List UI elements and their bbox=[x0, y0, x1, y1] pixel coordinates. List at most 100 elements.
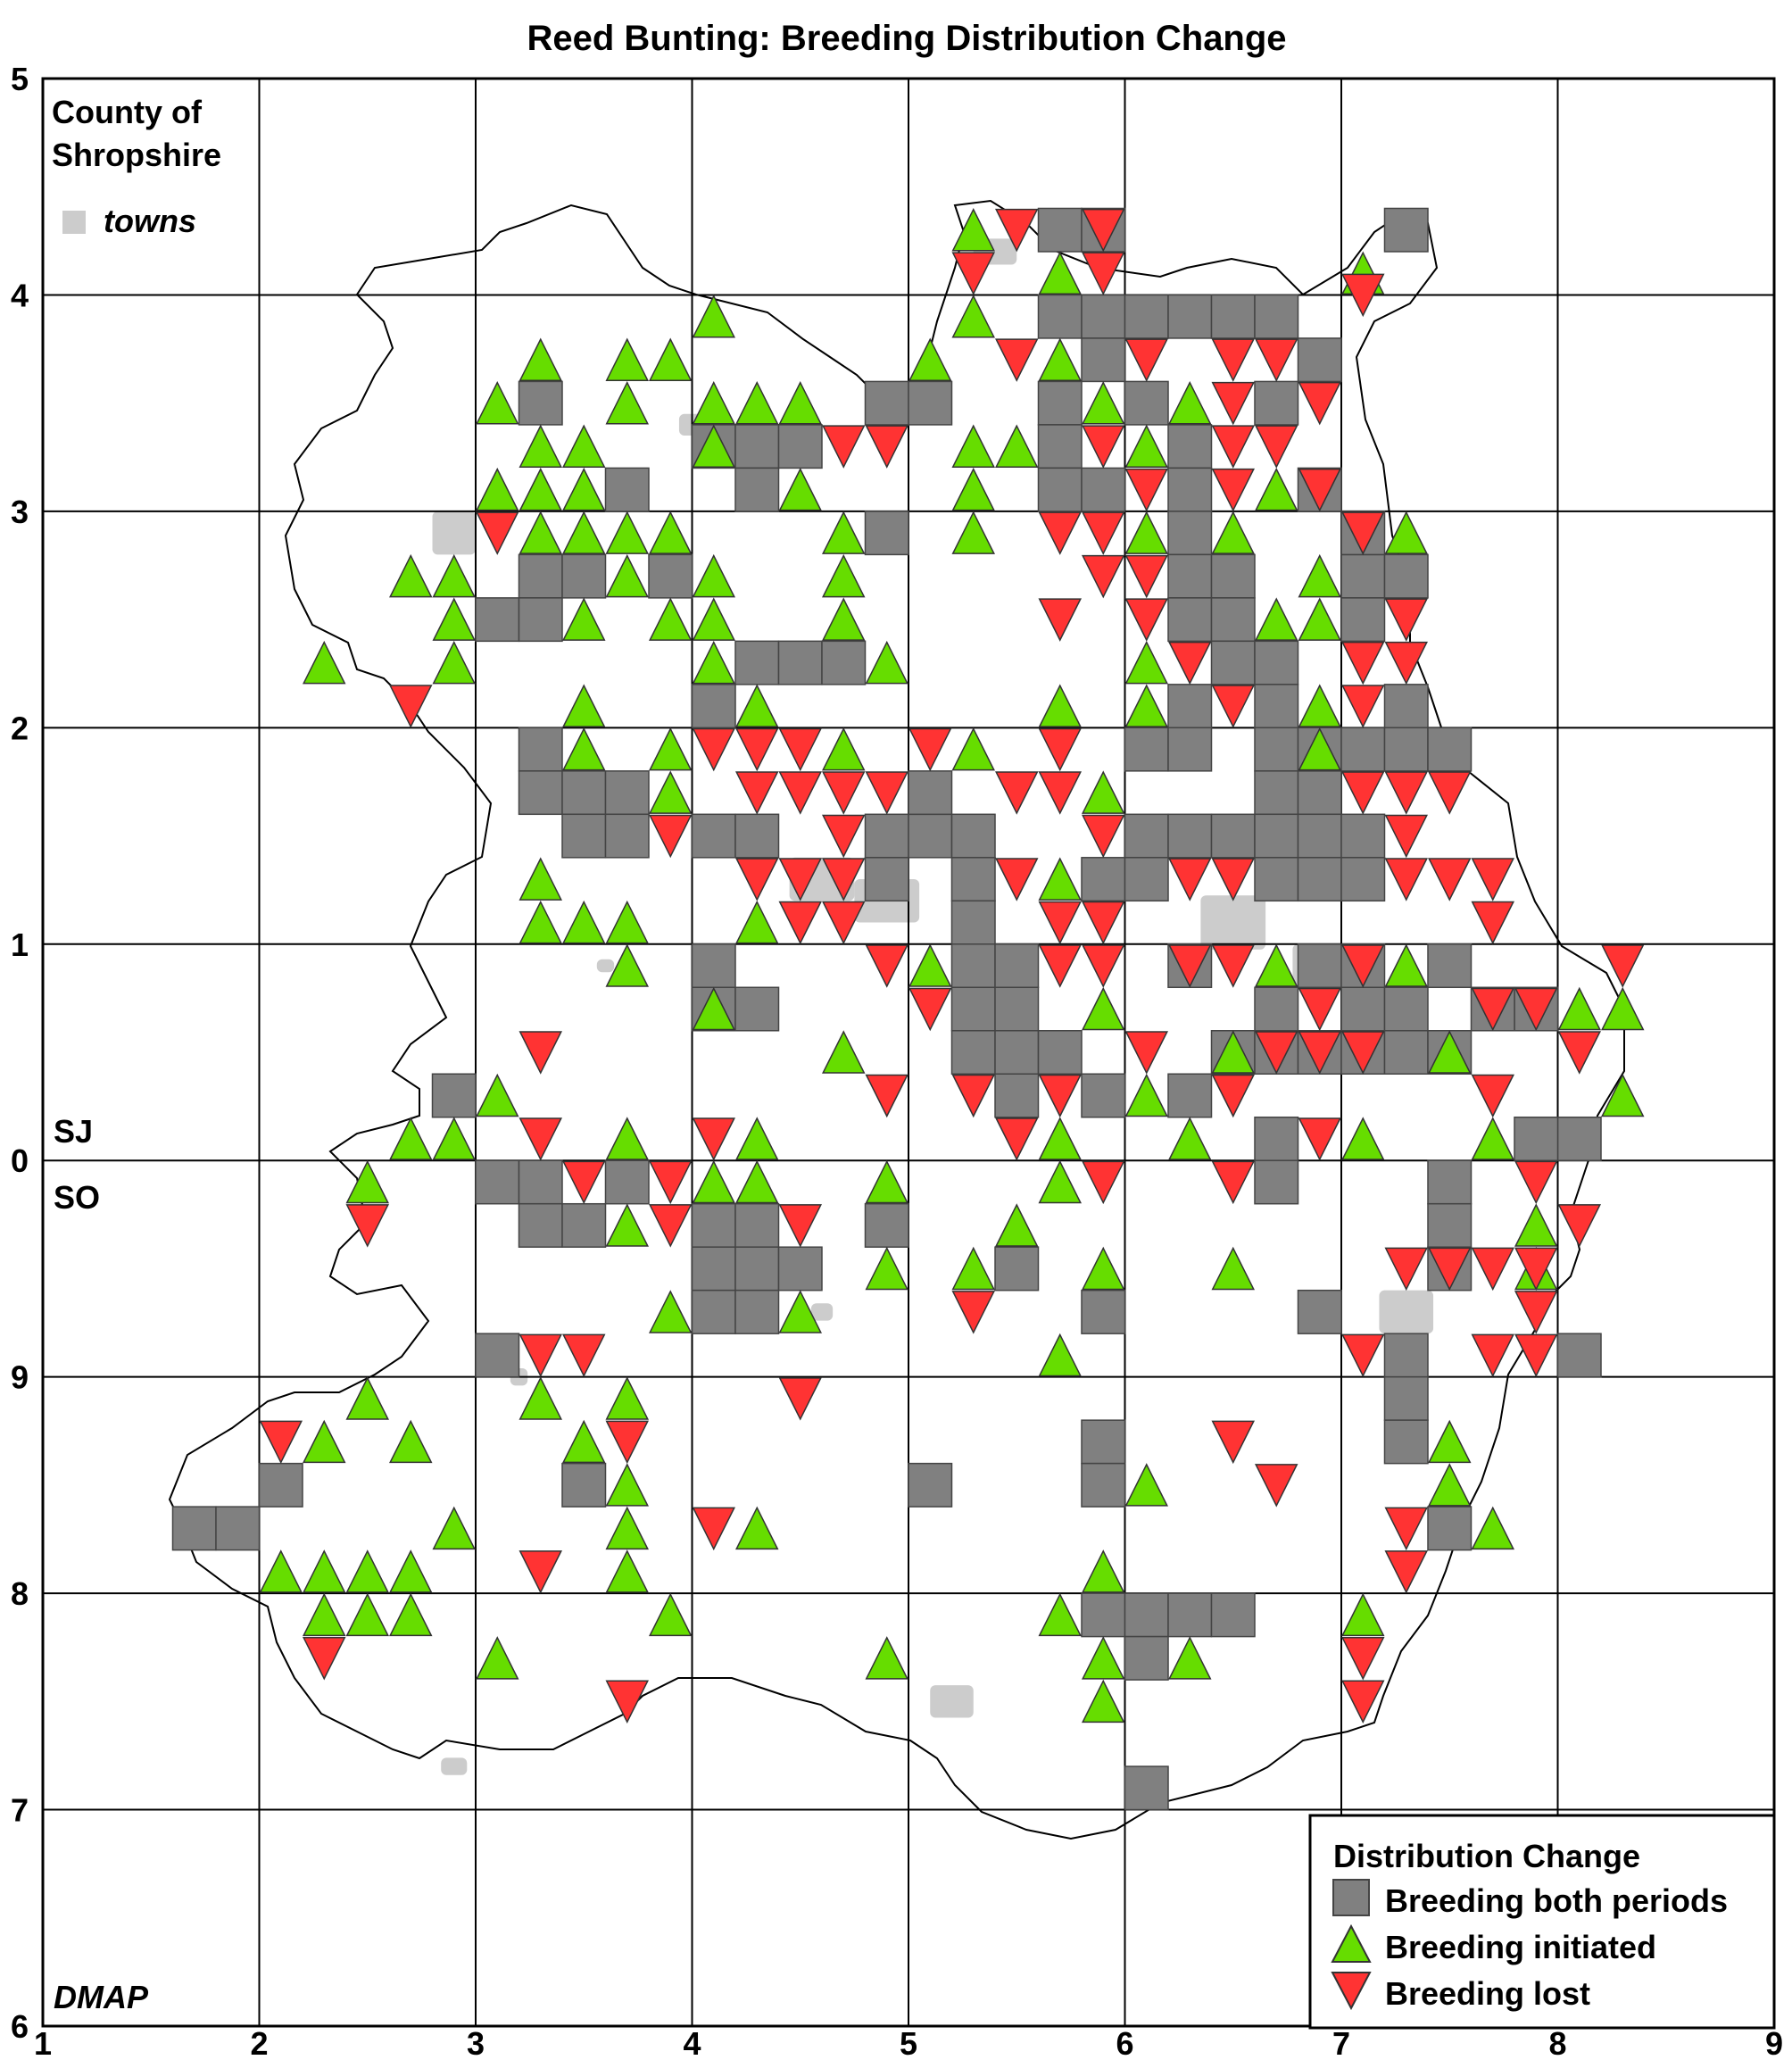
marker-initiated bbox=[692, 553, 736, 598]
marker-lost bbox=[1081, 511, 1125, 555]
marker-both-periods bbox=[561, 813, 607, 859]
marker-initiated bbox=[1124, 1073, 1169, 1117]
marker-both-periods bbox=[734, 467, 780, 512]
marker-initiated bbox=[1081, 1636, 1125, 1680]
marker-both-periods bbox=[518, 597, 563, 643]
marker-both-periods bbox=[1167, 294, 1213, 339]
marker-initiated bbox=[994, 424, 1039, 468]
y-tick-label: 9 bbox=[11, 1359, 29, 1396]
marker-initiated bbox=[432, 1117, 477, 1160]
marker-initiated bbox=[345, 1159, 390, 1204]
marker-initiated bbox=[561, 467, 606, 511]
marker-both-periods bbox=[734, 986, 780, 1032]
marker-initiated bbox=[1254, 597, 1298, 641]
marker-initiated bbox=[475, 467, 519, 511]
marker-initiated bbox=[648, 511, 693, 554]
marker-both-periods bbox=[950, 857, 996, 902]
marker-initiated bbox=[734, 1506, 779, 1550]
marker-both-periods bbox=[518, 1202, 563, 1248]
marker-lost bbox=[994, 208, 1039, 253]
marker-both-periods bbox=[604, 770, 650, 816]
marker-lost bbox=[865, 425, 909, 469]
marker-initiated bbox=[561, 511, 606, 554]
marker-both-periods bbox=[1167, 727, 1213, 772]
y-tick-label: 2 bbox=[11, 710, 29, 746]
marker-lost bbox=[1211, 1160, 1256, 1205]
marker-both-periods bbox=[734, 640, 780, 685]
marker-both-periods bbox=[1297, 857, 1342, 902]
marker-both-periods bbox=[518, 380, 563, 426]
marker-initiated bbox=[1081, 1246, 1125, 1291]
marker-lost bbox=[951, 252, 996, 295]
towns-legend-swatch bbox=[62, 211, 86, 234]
marker-lost bbox=[345, 1204, 390, 1248]
marker-initiated bbox=[432, 553, 477, 598]
marker-both-periods bbox=[1167, 813, 1213, 859]
marker-lost bbox=[259, 1420, 303, 1465]
marker-both-periods bbox=[1210, 1592, 1256, 1638]
marker-lost bbox=[1081, 944, 1125, 988]
marker-initiated bbox=[388, 553, 433, 598]
legend-title: Distribution Change bbox=[1333, 1838, 1640, 1874]
marker-initiated bbox=[1167, 1117, 1212, 1160]
marker-initiated bbox=[561, 424, 606, 468]
marker-both-periods bbox=[518, 727, 563, 772]
marker-initiated bbox=[734, 380, 779, 425]
marker-both-periods bbox=[734, 1246, 780, 1292]
marker-initiated bbox=[605, 1549, 650, 1593]
marker-lost bbox=[1038, 901, 1083, 945]
map-frame bbox=[41, 77, 1776, 2028]
marker-initiated bbox=[605, 1203, 650, 1247]
legend-swatch-both bbox=[1332, 1879, 1370, 1916]
towns-legend-label: towns bbox=[104, 203, 196, 239]
marker-both-periods bbox=[171, 1506, 217, 1551]
marker-initiated bbox=[994, 1203, 1039, 1247]
marker-initiated bbox=[648, 337, 693, 381]
marker-lost bbox=[1340, 1680, 1385, 1724]
marker-initiated bbox=[1514, 1203, 1558, 1247]
marker-lost bbox=[1298, 468, 1342, 512]
marker-both-periods bbox=[1254, 684, 1299, 729]
marker-lost bbox=[1211, 1420, 1256, 1465]
legend-swatch-initiated bbox=[1331, 1923, 1372, 1963]
marker-lost bbox=[865, 1074, 909, 1118]
marker-both-periods bbox=[1210, 294, 1256, 339]
marker-initiated bbox=[1471, 1117, 1515, 1160]
marker-both-periods bbox=[1383, 1030, 1429, 1075]
marker-initiated bbox=[388, 1419, 433, 1464]
marker-lost bbox=[1384, 641, 1429, 685]
marker-initiated bbox=[605, 511, 650, 554]
marker-both-periods bbox=[864, 1202, 909, 1248]
marker-both-periods bbox=[691, 1202, 736, 1248]
marker-both-periods bbox=[864, 380, 909, 426]
marker-initiated bbox=[1384, 511, 1429, 554]
marker-lost bbox=[519, 1550, 563, 1594]
marker-lost bbox=[1427, 1247, 1472, 1292]
marker-lost bbox=[1298, 987, 1342, 1032]
marker-both-periods bbox=[1254, 380, 1299, 426]
marker-lost bbox=[1471, 858, 1515, 901]
marker-lost bbox=[519, 1333, 563, 1378]
marker-both-periods bbox=[1340, 813, 1386, 859]
marker-lost bbox=[994, 858, 1039, 901]
marker-both-periods bbox=[1340, 857, 1386, 902]
marker-lost bbox=[1124, 468, 1169, 512]
marker-lost bbox=[1167, 858, 1212, 901]
marker-initiated bbox=[951, 511, 996, 554]
marker-lost bbox=[1211, 425, 1256, 469]
marker-both-periods bbox=[1254, 1116, 1299, 1161]
marker-both-periods bbox=[1340, 986, 1386, 1032]
marker-both-periods bbox=[1167, 1073, 1213, 1118]
marker-both-periods bbox=[1340, 597, 1386, 643]
marker-both-periods bbox=[475, 1333, 520, 1378]
marker-lost bbox=[994, 338, 1039, 382]
marker-initiated bbox=[908, 943, 952, 987]
marker-lost bbox=[1384, 1247, 1429, 1292]
marker-lost bbox=[821, 901, 866, 945]
marker-both-periods bbox=[518, 553, 563, 599]
marker-lost bbox=[778, 858, 823, 901]
marker-initiated bbox=[1298, 684, 1342, 727]
marker-both-periods bbox=[908, 813, 953, 859]
marker-lost bbox=[648, 1160, 693, 1205]
marker-both-periods bbox=[1081, 1289, 1126, 1334]
